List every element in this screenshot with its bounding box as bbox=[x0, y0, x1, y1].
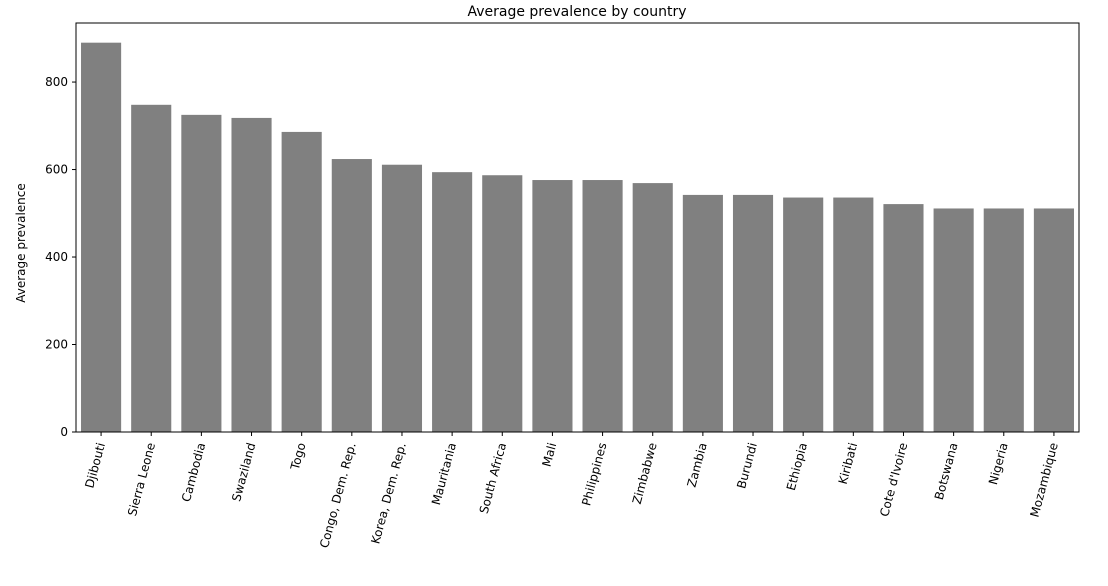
x-tick-label: Togo bbox=[288, 441, 309, 472]
y-tick-label: 0 bbox=[60, 425, 68, 439]
chart-title: Average prevalence by country bbox=[467, 4, 686, 20]
x-axis-ticks: Djibouti Sierra Leone Cambodia Swaziland Tog… bbox=[82, 432, 1061, 550]
y-axis-label: Average prevalence bbox=[14, 183, 28, 303]
bar bbox=[331, 159, 372, 433]
x-tick-label: Djibouti bbox=[82, 441, 108, 490]
bar bbox=[883, 204, 924, 432]
bar bbox=[131, 104, 172, 433]
plot-area-frame bbox=[75, 22, 1080, 433]
bars-group bbox=[81, 42, 1074, 433]
x-tick-label: Nigeria bbox=[986, 441, 1011, 486]
bar bbox=[632, 183, 673, 432]
bar bbox=[181, 114, 222, 433]
x-tick-label: Philippines bbox=[579, 441, 609, 507]
bar bbox=[281, 131, 322, 433]
bar bbox=[582, 180, 623, 432]
y-axis-ticks: 0 200 400 600 800 bbox=[45, 75, 76, 439]
bar bbox=[833, 197, 874, 432]
bar bbox=[482, 175, 523, 433]
x-tick-label: Sierra Leone bbox=[125, 441, 158, 517]
x-tick-label: Botswana bbox=[932, 441, 961, 501]
x-tick-label: Mali bbox=[539, 441, 559, 468]
x-tick-label: Congo, Dem. Rep. bbox=[317, 441, 359, 549]
y-tick-label: 800 bbox=[45, 75, 68, 89]
x-tick-label: Mauritania bbox=[429, 441, 459, 506]
x-tick-label: Burundi bbox=[734, 441, 760, 490]
x-tick-label: Zimbabwe bbox=[630, 441, 660, 506]
bar bbox=[381, 164, 423, 433]
bar bbox=[81, 42, 122, 433]
y-tick-label: 200 bbox=[45, 338, 68, 352]
x-tick-label: Cote d'Ivoire bbox=[877, 441, 910, 518]
bar bbox=[983, 208, 1024, 432]
x-tick-label: Cambodia bbox=[179, 441, 208, 503]
bar bbox=[933, 208, 974, 432]
x-tick-label: Kiribati bbox=[836, 441, 861, 486]
bar bbox=[231, 117, 272, 433]
y-tick-label: 400 bbox=[45, 250, 68, 264]
bar bbox=[783, 197, 824, 432]
bar bbox=[732, 194, 774, 432]
x-tick-label: Ethiopia bbox=[784, 441, 810, 492]
x-tick-label: Korea, Dem. Rep. bbox=[368, 441, 408, 545]
y-tick-label: 600 bbox=[45, 163, 68, 177]
bar bbox=[1033, 208, 1074, 432]
x-tick-label: Swaziland bbox=[229, 441, 258, 503]
x-tick-label: Mozambique bbox=[1027, 441, 1060, 519]
x-tick-label: Zambia bbox=[684, 441, 709, 489]
bar bbox=[532, 180, 573, 432]
bar bbox=[432, 172, 473, 432]
x-tick-label: South Africa bbox=[477, 441, 509, 515]
bar bbox=[682, 194, 723, 432]
